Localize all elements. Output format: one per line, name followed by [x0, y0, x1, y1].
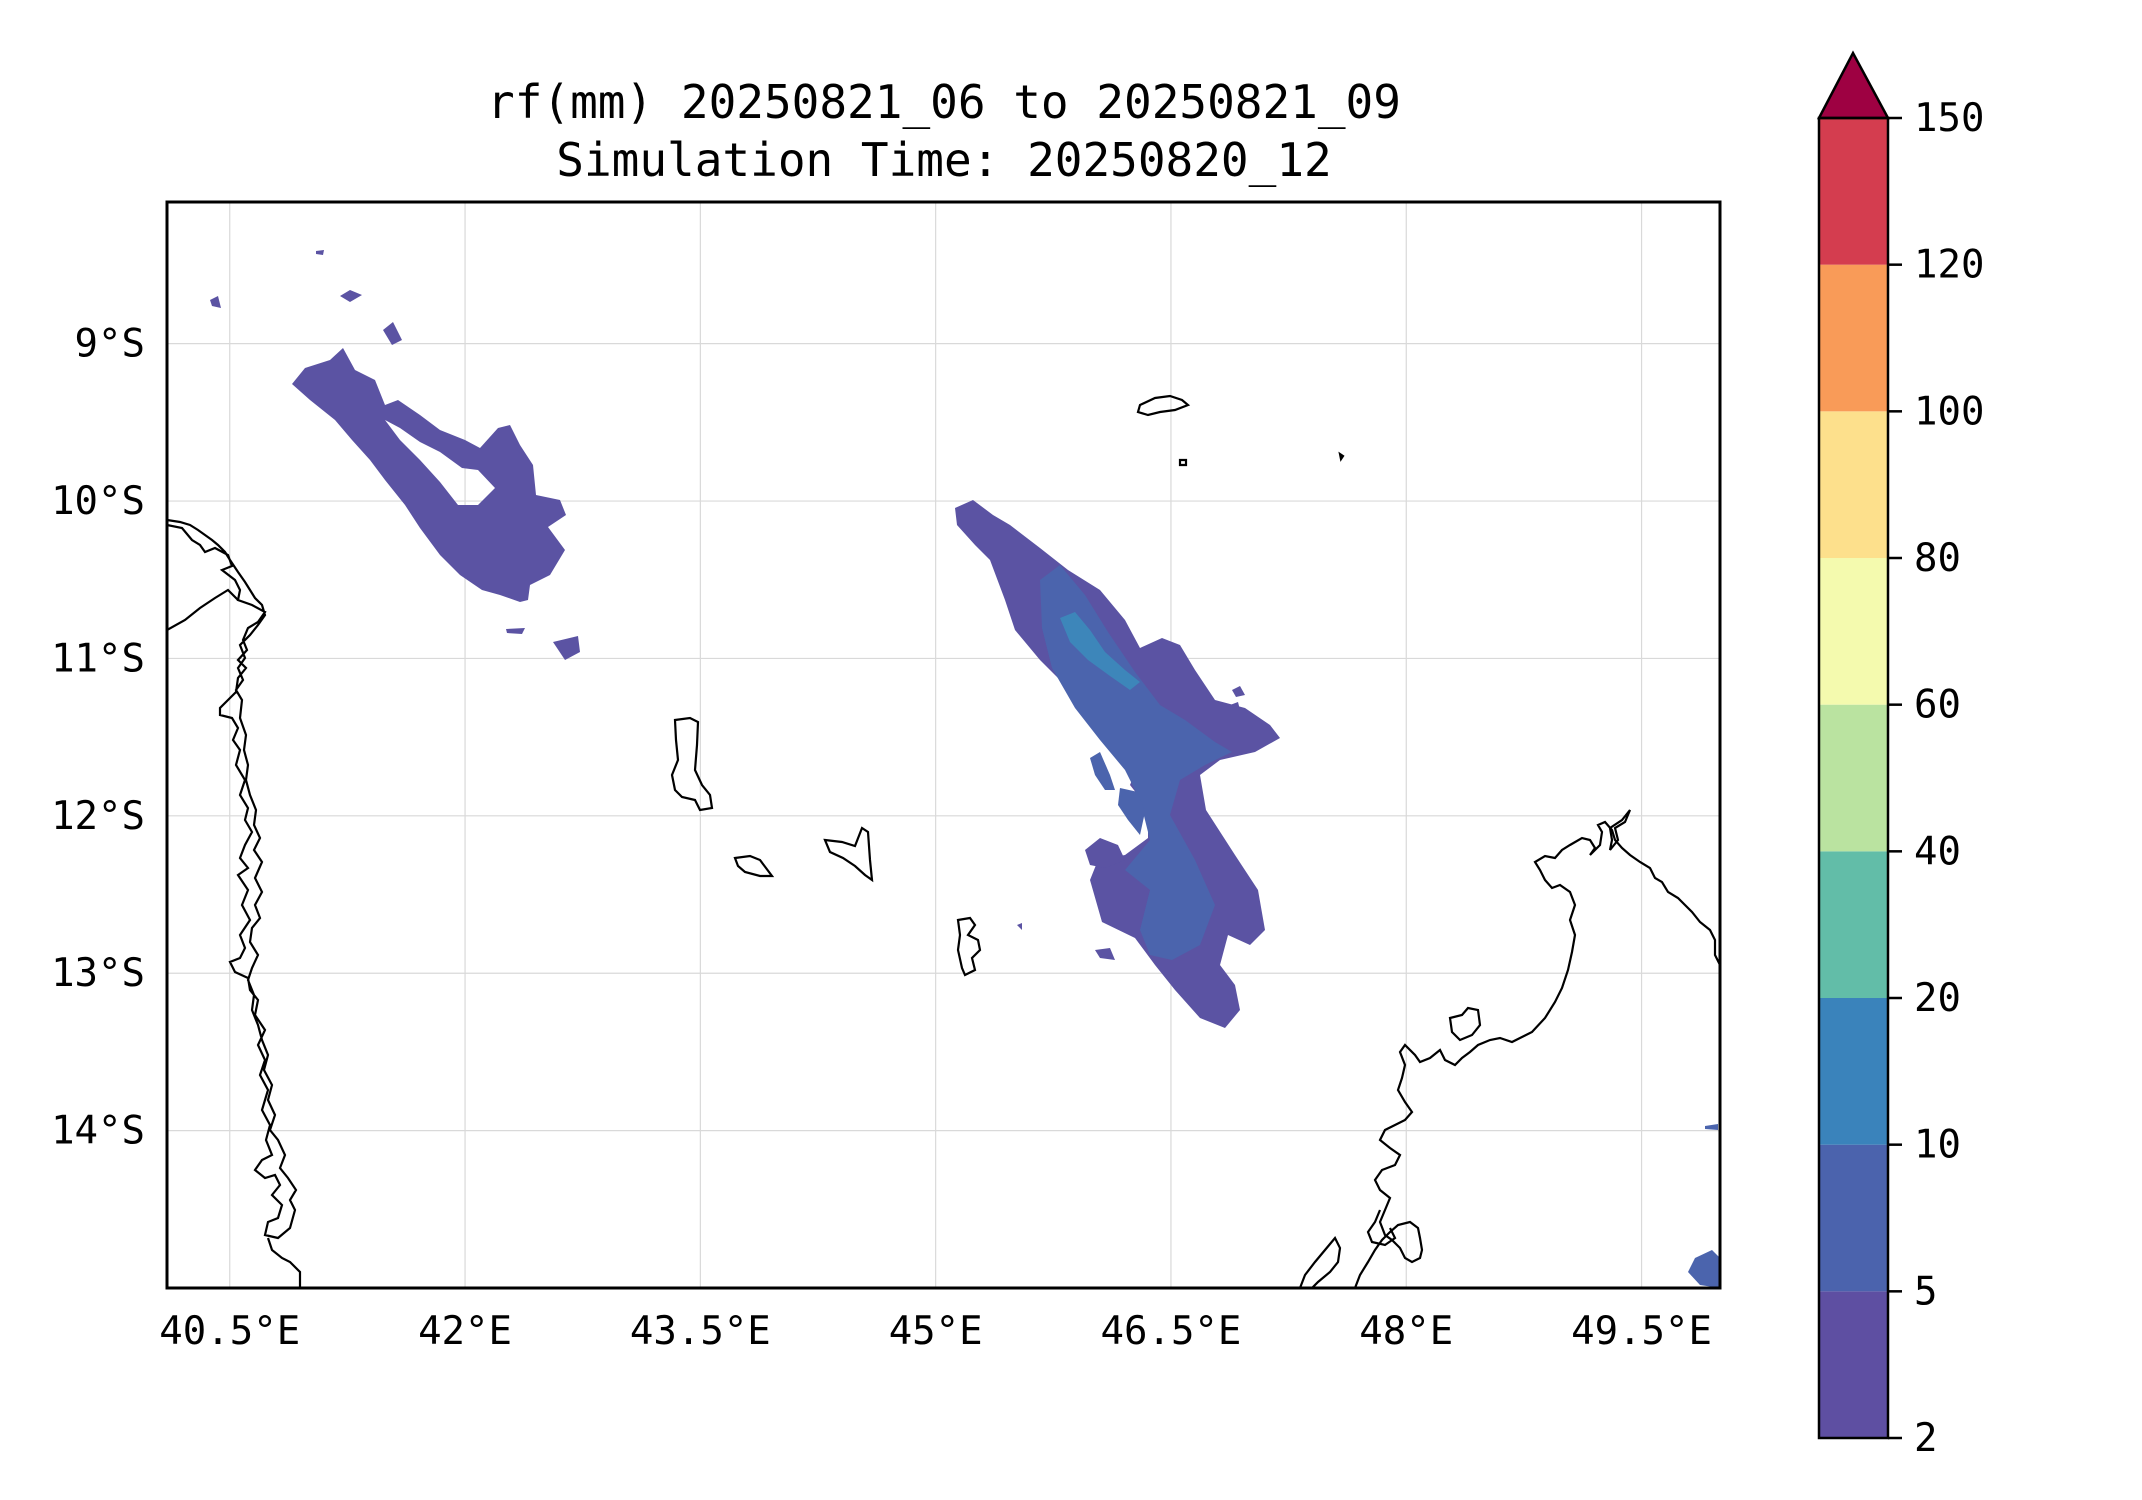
island-small-1: [1178, 458, 1188, 467]
lat-tick-label: 12°S: [51, 794, 145, 839]
colorbar-segment: [1819, 704, 1888, 852]
rain-band-central-medium: [1040, 565, 1232, 960]
island-anjouan: [823, 826, 874, 883]
colorbar-segment: [1819, 118, 1888, 265]
madagascar-inner-coast: [1608, 809, 1632, 851]
rain-cell-nw-4: [316, 250, 324, 255]
colorbar: 2 5 10 20 40 60 80 100 120 150: [1816, 50, 1984, 1461]
lon-tick-label: 40.5°E: [159, 1309, 300, 1354]
island-mayotte: [956, 916, 982, 977]
island-nosy-be: [1448, 1006, 1482, 1042]
madagascar-north: [1298, 820, 1720, 1288]
colorbar-frame: [1817, 116, 1890, 1440]
lon-tick-label: 46.5°E: [1101, 1309, 1242, 1354]
lat-tick-label: 14°S: [51, 1109, 145, 1154]
rain-cell-west-5: [553, 636, 580, 660]
rain-band-west: [292, 348, 566, 602]
lon-tick-label: 49.5°E: [1571, 1309, 1712, 1354]
coast-africa-lower: [266, 1237, 302, 1288]
map-frame: [165, 200, 1722, 1290]
island-small-2: [1338, 451, 1345, 462]
coastlines: [167, 394, 1720, 1288]
colorbar-segment: [1819, 851, 1888, 998]
rain-cell-central-6: [1230, 702, 1240, 710]
colorbar-segment: [1819, 1291, 1888, 1438]
island-grande-comore: [670, 716, 714, 812]
colorbar-tick-label: 100: [1914, 389, 1984, 434]
lat-tick-label: 11°S: [51, 636, 145, 681]
lon-tick-label: 42°E: [418, 1309, 512, 1354]
rain-cell-central-5: [1232, 686, 1245, 697]
map-panel: 40.5°E 42°E 43.5°E 45°E 46.5°E 48°E 49.5°E 9°S…: [51, 200, 1722, 1354]
lat-tick-label: 10°S: [51, 479, 145, 524]
colorbar-ticks: 2 5 10 20 40 60 80 100 120 150: [1888, 96, 1984, 1461]
colorbar-segment: [1819, 411, 1888, 558]
colorbar-tick-label: 60: [1914, 683, 1961, 728]
rain-cell-central-4: [1095, 948, 1115, 960]
rain-cell-central-2: [1118, 788, 1145, 835]
colorbar-tick-label: 150: [1914, 96, 1984, 141]
rain-cell-se-1: [1688, 1250, 1720, 1288]
lat-tick-label: 9°S: [75, 322, 145, 367]
longitude-ticks: 40.5°E 42°E 43.5°E 45°E 46.5°E 48°E 49.5°E: [159, 1309, 1712, 1354]
colorbar-segments: [1819, 118, 1888, 1438]
colorbar-segment: [1819, 998, 1888, 1145]
madagascar-bay-1: [1366, 1209, 1397, 1247]
lon-tick-label: 45°E: [889, 1309, 983, 1354]
coast-africa-upper: [167, 588, 239, 631]
rain-cell-se-2: [1705, 1124, 1718, 1130]
latitude-ticks: 9°S 10°S 11°S 12°S 13°S 14°S: [51, 322, 145, 1154]
rain-cell-nw-2: [210, 296, 221, 308]
title-line-2: Simulation Time: 20250820_12: [556, 133, 1331, 187]
island-aldabra: [1136, 394, 1191, 417]
island-moheli: [733, 854, 775, 878]
colorbar-tick-label: 80: [1914, 536, 1961, 581]
rainfall-fields: [210, 250, 1720, 1288]
coast-africa: [167, 518, 298, 1240]
colorbar-tick-label: 120: [1914, 243, 1984, 288]
colorbar-tick-label: 40: [1914, 829, 1961, 874]
colorbar-segment: [1819, 1144, 1888, 1292]
lon-tick-label: 43.5°E: [630, 1309, 771, 1354]
rain-band-central-heavy: [1060, 612, 1140, 690]
colorbar-tick-label: 10: [1914, 1123, 1961, 1168]
rain-cell-nw-3: [340, 290, 362, 302]
rain-cell-central-3: [1085, 838, 1125, 868]
rain-cell-west-6: [506, 628, 525, 634]
colorbar-segment: [1819, 558, 1888, 705]
colorbar-tick-label: 20: [1914, 976, 1961, 1021]
colorbar-tick-label: 2: [1914, 1416, 1937, 1461]
lon-tick-label: 48°E: [1359, 1309, 1453, 1354]
rain-cell-central-7: [1017, 923, 1022, 930]
colorbar-tick-label: 5: [1914, 1269, 1937, 1314]
rain-cell-central-1: [1090, 752, 1115, 790]
colorbar-segment: [1819, 264, 1888, 412]
colorbar-extend-arrow: [1816, 50, 1891, 120]
rain-cell-nw-1: [383, 322, 402, 345]
lat-tick-label: 13°S: [51, 951, 145, 996]
title-line-1: rf(mm) 20250821_06 to 20250821_09: [487, 75, 1401, 129]
map-background: [167, 202, 1720, 1288]
